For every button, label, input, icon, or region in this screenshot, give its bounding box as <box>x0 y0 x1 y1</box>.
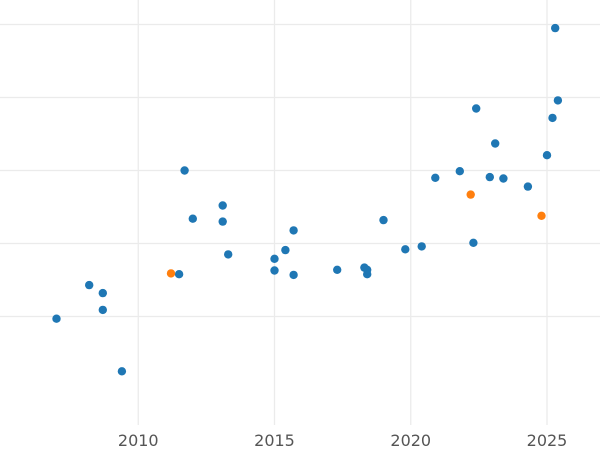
data-point <box>469 238 478 247</box>
data-point <box>85 280 94 290</box>
data-point <box>289 226 298 235</box>
data-point <box>537 211 546 220</box>
data-point <box>166 269 176 278</box>
data-point <box>542 151 552 160</box>
data-point <box>98 305 108 315</box>
data-point <box>485 172 494 182</box>
data-point <box>455 167 464 176</box>
data-point <box>224 250 233 259</box>
grid-layer <box>0 0 600 425</box>
data-point <box>466 190 475 199</box>
data-point <box>289 270 298 280</box>
data-point <box>117 367 127 376</box>
data-point <box>417 242 426 251</box>
data-point <box>174 270 184 279</box>
points-layer <box>52 23 563 376</box>
data-point <box>431 173 440 182</box>
data-point <box>523 182 533 191</box>
data-point <box>270 266 279 275</box>
data-point <box>188 214 197 223</box>
x-tick-labels: 2010 2015 2020 2025 <box>118 431 567 450</box>
data-point <box>363 265 372 274</box>
data-point <box>548 113 557 123</box>
data-point <box>218 201 227 210</box>
data-point <box>551 23 560 33</box>
data-point <box>491 139 500 148</box>
x-tick-label: 2015 <box>254 431 295 450</box>
data-point <box>218 217 227 226</box>
data-point <box>499 174 508 183</box>
data-point <box>333 265 342 274</box>
data-point <box>472 104 481 113</box>
data-point <box>281 245 290 255</box>
data-point <box>553 96 563 105</box>
x-tick-label: 2020 <box>390 431 431 450</box>
x-tick-label: 2025 <box>527 431 568 450</box>
data-point <box>98 288 108 298</box>
x-tick-label: 2010 <box>118 431 159 450</box>
data-point <box>401 245 410 254</box>
data-point <box>270 254 279 263</box>
data-point <box>52 314 61 323</box>
data-point <box>180 166 189 175</box>
data-point <box>379 215 388 225</box>
